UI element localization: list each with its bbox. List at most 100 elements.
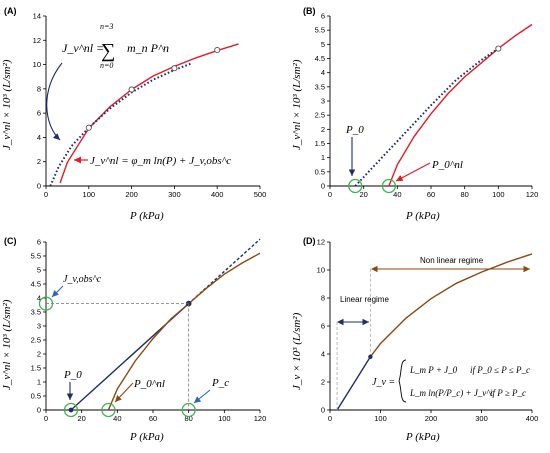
panel-b-p0nl-label: P_0^nl [431, 159, 463, 171]
panel-c-xlabel: P (kPa) [129, 431, 164, 443]
panel-d-nonlinear-regime-label: Non linear regime [420, 256, 484, 265]
panel-c-pc-circle [181, 402, 196, 418]
panel-d-y-tick-label: 4 [321, 350, 325, 359]
panel-c-y-tick-label: 2.5 [31, 336, 41, 345]
panel-b-x-tick-label: 20 [359, 190, 367, 199]
panel-d-x-tick-label: 400 [526, 414, 539, 423]
panel-a-sum-sym: ∑ [101, 40, 115, 62]
panel-b-series-blue-dotted [354, 47, 499, 187]
panel-d-case2-expr: L_m ln(P/P_c) + J_v^c [409, 388, 494, 398]
panel-d-label: (D) [303, 236, 316, 246]
panel-b-ylabel: J_v^nl × 10³ (L/sm²) [291, 59, 303, 150]
panel-a-y-tick-label: 6 [37, 109, 41, 118]
panel-b-x-tick-label: 100 [492, 190, 505, 199]
panel-b-x-tick-label: 80 [460, 190, 468, 199]
panel-c-pc-label: P_c [211, 377, 229, 389]
panel-d-linear-regime-text: Linear regime [340, 295, 389, 304]
panel-c: (C) 0 20 40 60 80 100 120 0 0.5 1 1.5 2 2.5 3 3.5 4 4.5 5… [1, 236, 266, 443]
panel-c-jvc-circle [38, 296, 54, 311]
panel-a-data-point [171, 65, 178, 72]
panel-b-y-tick-label: 0.5 [315, 167, 325, 176]
panel-b-y-tick-label: 1 [321, 153, 325, 162]
panel-a-top-eq-rhs: m_n P^n [127, 41, 169, 55]
panel-d-marks [336, 253, 533, 411]
panel-c-ylabel: J_v^nl × 10³ (L/sm²) [1, 299, 13, 390]
panel-c-p0-label: P_0 [63, 369, 82, 381]
panel-a-axes: 0 100 200 300 400 500 0 2 4 6 8 10 12 14 [33, 12, 267, 200]
panel-c-p0nl-circle [101, 402, 116, 418]
panel-d-linear-regime-label: Linear regime [340, 295, 389, 304]
panel-b-marks [348, 23, 533, 194]
panel-a-data-point [85, 124, 92, 131]
panel-c-x-tick-label: 0 [44, 414, 48, 423]
panel-d: (D) 0 100 200 300 400 0 2 4 6 8 10 12 P (kPa) J_v ×… [291, 236, 538, 443]
panel-d-x-tick-label: 300 [475, 414, 488, 423]
panel-c-jvc-arrow [51, 285, 64, 298]
panel-d-eq-brace [398, 359, 407, 403]
panel-b-label: (B) [303, 6, 316, 16]
panel-c-y-tick-label: 2 [37, 350, 41, 359]
panel-c-y-tick-label: 0.5 [31, 392, 41, 401]
panel-a-x-tick-label: 100 [83, 190, 96, 199]
panel-d-y-tick-label: 2 [321, 378, 325, 387]
panel-c-x-tick-label: 20 [77, 414, 85, 423]
panel-c-y-tick-label: 5 [37, 266, 41, 275]
panel-d-y-tick-label: 8 [321, 294, 325, 303]
panel-c-y-tick-label: 1 [37, 378, 41, 387]
panel-d-x-tick-label: 100 [374, 414, 387, 423]
panel-b-x-tick-label: 0 [328, 190, 332, 199]
panel-a-y-tick-label: 8 [37, 84, 41, 93]
panel-c-p0nl-label: P_0^nl [133, 378, 165, 390]
panel-a-y-tick-label: 12 [33, 36, 41, 45]
panel-c-y-tick-label: 5.5 [31, 252, 41, 261]
panel-a-label: (A) [4, 6, 17, 16]
panel-d-transition-point [368, 354, 373, 359]
panel-c-series-nonlinear [107, 252, 261, 411]
panel-a-x-tick-label: 300 [168, 190, 181, 199]
panel-b-y-tick-label: 6 [321, 12, 325, 21]
panel-c-label: (C) [4, 236, 17, 246]
panel-d-case1-expr: L_m P + J_0 [409, 365, 458, 375]
panel-b-y-tick-label: 4 [321, 68, 325, 77]
panel-a-data-point [128, 86, 135, 93]
panel-a-x-tick-label: 0 [44, 190, 48, 199]
panel-c-y-tick-label: 3.5 [31, 308, 41, 317]
panel-a-y-tick-label: 4 [37, 133, 41, 142]
panel-a-x-tick-label: 200 [125, 190, 138, 199]
panel-d-x-tick-label: 0 [328, 414, 332, 423]
panel-c-y-tick-label: 3 [37, 322, 41, 331]
panel-c-y-tick-label: 4 [37, 294, 41, 303]
panel-d-y-tick-label: 6 [321, 322, 325, 331]
panel-b-p0-label: P_0 [345, 124, 364, 136]
panel-d-y-tick-label: 10 [317, 266, 325, 275]
panel-d-y-tick-label: 0 [321, 406, 325, 415]
panel-c-x-tick-label: 60 [149, 414, 157, 423]
panel-b-y-tick-label: 2 [321, 125, 325, 134]
panel-b-x-tick-label: 120 [526, 190, 539, 199]
panel-c-p0-point [68, 407, 74, 413]
panel-b-y-tick-label: 1.5 [315, 139, 325, 148]
panel-c-y-tick-label: 4.5 [31, 280, 41, 289]
panel-a-x-tick-label: 500 [254, 190, 267, 199]
panel-c-axes: 0 20 40 60 80 100 120 0 0.5 1 1.5 2 2.5 3 3.5 4 4.5 5 5.5 6 [31, 238, 267, 424]
panel-d-case1-cond: if P_0 ≤ P ≤ P_c [470, 365, 530, 375]
panel-b-p0nl-circle [381, 178, 397, 194]
panel-a-bot-eq: J_v^nl = φ_m ln(P) + J_v,obs^c [90, 155, 231, 167]
panel-a-y-tick-label: 10 [33, 60, 41, 69]
panel-d-ylabel: J_v × 10³ (L/sm²) [291, 312, 303, 390]
panel-b-y-tick-label: 5 [321, 40, 325, 49]
panel-c-marks [38, 238, 261, 418]
panel-c-x-tick-label: 40 [113, 414, 121, 423]
panel-c-x-tick-label: 80 [184, 414, 192, 423]
panel-d-series-nonlinear [369, 253, 533, 358]
panel-d-case2-cond: if P ≥ P_c [490, 388, 526, 398]
panel-a-series-red-solid [59, 43, 239, 184]
panel-b-y-tick-label: 4.5 [315, 54, 325, 63]
panel-a-curved-arrow [46, 62, 63, 141]
panel-a-data-point [214, 46, 221, 54]
panel-c-y-tick-label: 0 [37, 406, 41, 415]
panel-a-ylabel: J_v^nl × 10³ (L/sm²) [1, 59, 13, 150]
panel-b-x-tick-label: 40 [393, 190, 401, 199]
